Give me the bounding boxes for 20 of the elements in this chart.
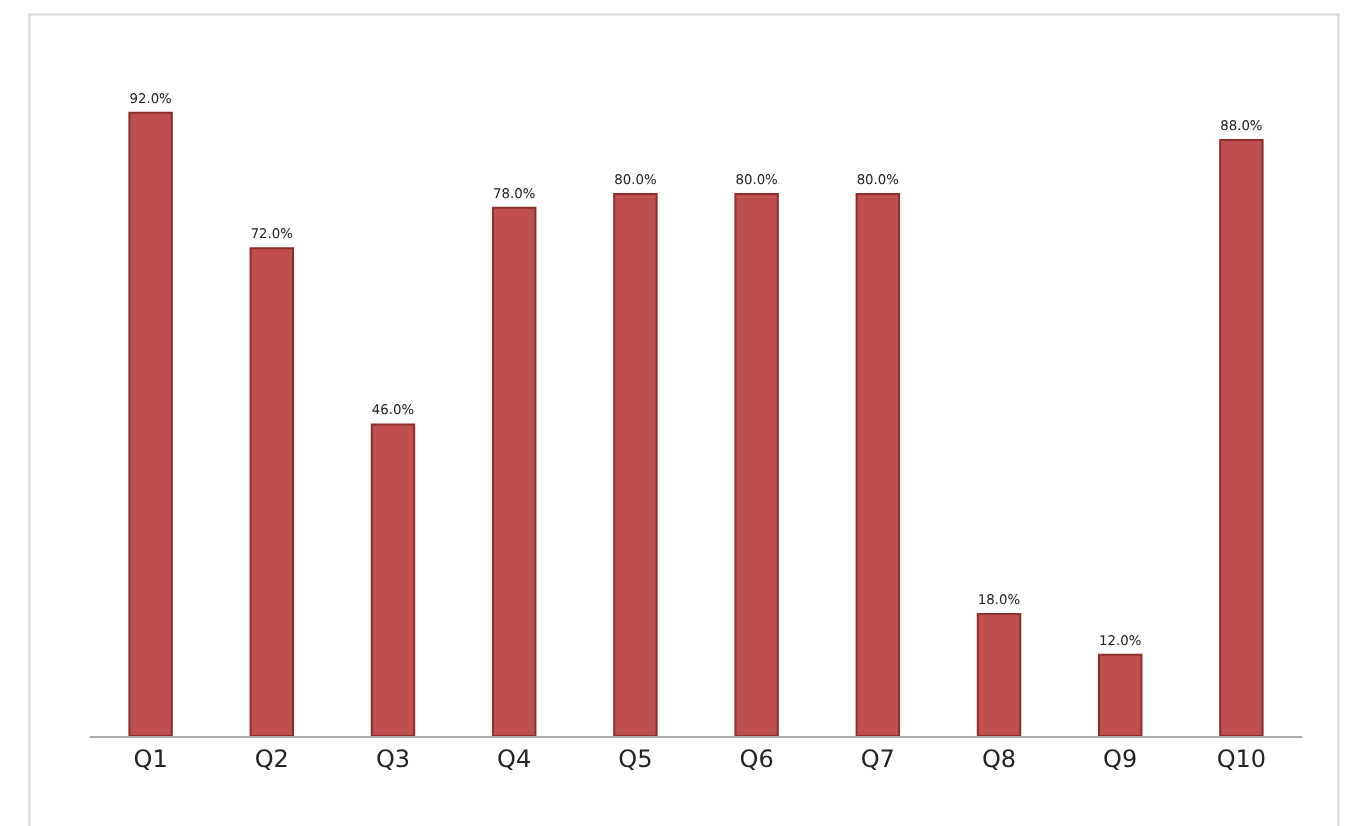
x-tick-label: Q9 [1103,744,1138,773]
bar [734,193,779,736]
x-tick-label: Q6 [739,744,774,773]
bar [1219,138,1264,736]
x-tick-label: Q10 [1216,744,1267,773]
x-tick-label: Q1 [133,744,168,773]
bar [613,193,658,736]
x-tick-label: Q5 [618,744,653,773]
x-tick-label: Q4 [497,744,532,773]
x-tick-label: Q7 [860,744,895,773]
x-tick-label: Q3 [375,744,411,773]
bar [976,613,1022,736]
bar [370,423,416,736]
bar [1098,653,1143,736]
bar [249,247,294,736]
bar [855,193,901,736]
bar [128,111,173,736]
bar [492,206,537,736]
x-tick-label: Q2 [254,744,289,773]
x-tick-label: Q8 [981,744,1017,773]
